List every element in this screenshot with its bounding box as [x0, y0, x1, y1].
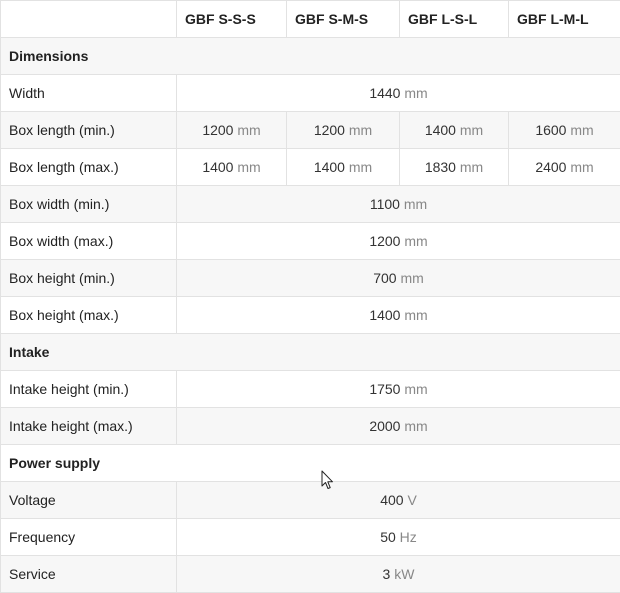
- value-number: 50: [380, 529, 396, 545]
- value-number: 1400: [369, 307, 401, 323]
- row-value: 1200 mm: [176, 222, 620, 260]
- value-unit: mm: [459, 159, 484, 175]
- table-row-box-width-min: Box width (min.) 1100 mm: [0, 185, 620, 223]
- value-unit: kW: [394, 566, 415, 582]
- value-number: 400: [380, 492, 404, 508]
- row-value: 2000 mm: [176, 407, 620, 445]
- row-value: 1400 mm: [176, 296, 620, 334]
- row-value: 1750 mm: [176, 370, 620, 408]
- table-row-box-height-max: Box height (max.) 1400 mm: [0, 296, 620, 334]
- value-unit: mm: [237, 122, 261, 138]
- section-title-dimensions: Dimensions: [0, 37, 620, 75]
- value-unit: V: [407, 492, 417, 508]
- value-unit: mm: [459, 122, 484, 138]
- header-row: GBF S-S-S GBF S-M-S GBF L-S-L GBF L-M-L: [0, 0, 620, 38]
- row-label: Voltage: [0, 481, 177, 519]
- value-unit: mm: [570, 159, 594, 175]
- model-header-gbf-s-m-s: GBF S-M-S: [286, 0, 400, 38]
- row-label: Box height (min.): [0, 259, 177, 297]
- table-row-frequency: Frequency 50 Hz: [0, 518, 620, 556]
- table-row-box-length-min: Box length (min.) 1200 mm 1200 mm 1400 m…: [0, 111, 620, 149]
- value-unit: mm: [404, 233, 428, 249]
- model-header-gbf-l-s-l: GBF L-S-L: [399, 0, 509, 38]
- row-value: 1440 mm: [176, 74, 620, 112]
- section-title-intake: Intake: [0, 333, 620, 371]
- row-value: 1100 mm: [176, 185, 620, 223]
- value-unit: mm: [404, 307, 428, 323]
- table-row-box-width-max: Box width (max.) 1200 mm: [0, 222, 620, 260]
- model-header-gbf-s-s-s: GBF S-S-S: [176, 0, 287, 38]
- row-value: 1200 mm: [286, 111, 400, 149]
- value-unit: mm: [404, 381, 428, 397]
- value-number: 1200: [369, 233, 401, 249]
- table-row-box-length-max: Box length (max.) 1400 mm 1400 mm 1830 m…: [0, 148, 620, 186]
- row-value: 400 V: [176, 481, 620, 519]
- value-number: 700: [373, 270, 397, 286]
- row-label: Width: [0, 74, 177, 112]
- row-label: Box width (max.): [0, 222, 177, 260]
- row-label: Service: [0, 555, 177, 593]
- table-row-intake-height-min: Intake height (min.) 1750 mm: [0, 370, 620, 408]
- section-row-intake: Intake: [0, 333, 620, 371]
- row-value: 3 kW: [176, 555, 620, 593]
- model-header-gbf-l-m-l: GBF L-M-L: [508, 0, 620, 38]
- row-value: 1830 mm: [399, 148, 509, 186]
- row-value: 50 Hz: [176, 518, 620, 556]
- header-corner-cell: [0, 0, 177, 38]
- value-unit: mm: [348, 122, 373, 138]
- value-number: 1200: [202, 122, 234, 138]
- row-label: Intake height (max.): [0, 407, 177, 445]
- value-number: 1400: [424, 122, 456, 138]
- value-number: 2400: [535, 159, 567, 175]
- row-label: Box length (min.): [0, 111, 177, 149]
- value-unit: mm: [400, 270, 424, 286]
- value-unit: mm: [404, 418, 428, 434]
- table-row-voltage: Voltage 400 V: [0, 481, 620, 519]
- table-row-width: Width 1440 mm: [0, 74, 620, 112]
- row-value: 1600 mm: [508, 111, 620, 149]
- value-number: 1200: [313, 122, 345, 138]
- row-value: 700 mm: [176, 259, 620, 297]
- value-unit: mm: [403, 196, 428, 212]
- row-value: 2400 mm: [508, 148, 620, 186]
- row-label: Intake height (min.): [0, 370, 177, 408]
- section-title-power-supply: Power supply: [0, 444, 620, 482]
- table-row-service: Service 3 kW: [0, 555, 620, 593]
- value-number: 2000: [369, 418, 401, 434]
- row-value: 1400 mm: [399, 111, 509, 149]
- mouse-pointer-icon: [321, 470, 333, 489]
- row-value: 1200 mm: [176, 111, 287, 149]
- row-label: Box height (max.): [0, 296, 177, 334]
- row-label: Box length (max.): [0, 148, 177, 186]
- value-number: 1600: [535, 122, 567, 138]
- value-number: 1400: [202, 159, 234, 175]
- section-row-dimensions: Dimensions: [0, 37, 620, 75]
- value-unit: mm: [348, 159, 373, 175]
- value-number: 1440: [369, 85, 401, 101]
- row-value: 1400 mm: [286, 148, 400, 186]
- value-number: 1400: [313, 159, 345, 175]
- value-unit: Hz: [399, 529, 417, 545]
- value-number: 3: [382, 566, 391, 582]
- value-unit: mm: [237, 159, 261, 175]
- value-number: 1750: [369, 381, 401, 397]
- row-value: 1400 mm: [176, 148, 287, 186]
- row-label: Box width (min.): [0, 185, 177, 223]
- section-row-power-supply: Power supply: [0, 444, 620, 482]
- table-row-intake-height-max: Intake height (max.) 2000 mm: [0, 407, 620, 445]
- row-label: Frequency: [0, 518, 177, 556]
- table-row-box-height-min: Box height (min.) 700 mm: [0, 259, 620, 297]
- value-number: 1830: [424, 159, 456, 175]
- value-unit: mm: [570, 122, 594, 138]
- value-unit: mm: [404, 85, 428, 101]
- value-number: 1100: [369, 196, 400, 212]
